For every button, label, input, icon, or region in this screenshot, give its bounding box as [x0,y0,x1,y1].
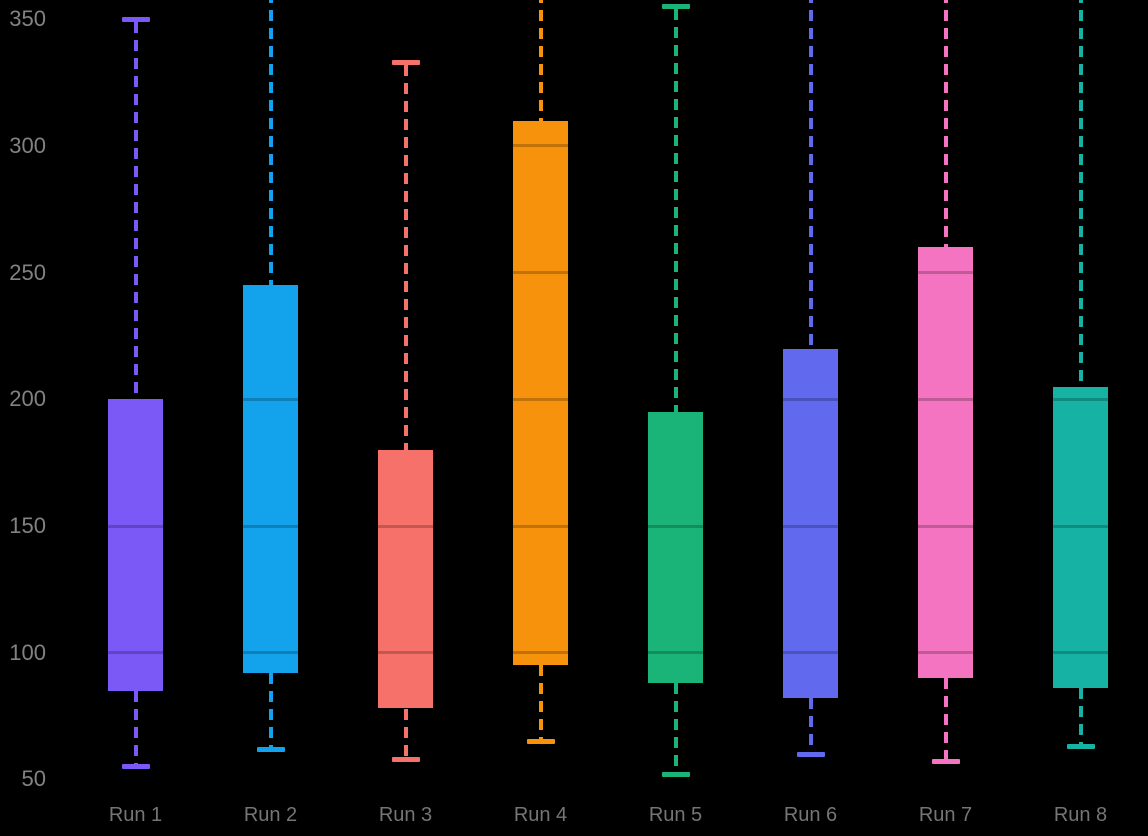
gridline-stripe-150 [648,524,703,528]
gridline-stripe-100 [108,651,163,655]
whisker-cap-top [121,16,150,22]
whisker-stem-top [268,0,273,286]
x-axis-label-run-7: Run 7 [918,804,973,826]
gridline-stripe-250 [513,271,568,275]
whisker-stem-bottom [268,673,273,747]
whisker-cap-bottom [121,764,150,770]
gridline-stripe-250 [918,271,973,275]
box-body[interactable] [513,120,568,666]
x-axis-label-run-6: Run 6 [783,804,838,826]
whisker-stem-top [403,64,408,451]
box-body[interactable] [378,450,433,709]
whisker-stem-bottom [538,665,543,739]
box-body[interactable] [108,399,163,691]
gridline-stripe-150 [513,524,568,528]
gridline-stripe-200 [243,397,298,401]
box-body[interactable] [918,247,973,679]
whisker-stem-bottom [1078,688,1083,745]
whisker-cap-bottom [1066,744,1095,750]
gridline-stripe-200 [513,397,568,401]
whisker-stem-top [133,21,138,400]
box-body[interactable] [243,285,298,674]
whisker-cap-bottom [526,738,555,744]
whisker-stem-bottom [808,698,813,752]
gridline-stripe-100 [648,651,703,655]
gridline-stripe-100 [783,651,838,655]
gridline-stripe-100 [918,651,973,655]
gridline-stripe-100 [1053,651,1108,655]
gridline-stripe-150 [783,524,838,528]
whisker-cap-bottom [931,759,960,765]
whisker-cap-bottom [391,756,420,762]
gridline-stripe-150 [378,524,433,528]
whisker-cap-bottom [796,751,825,757]
x-axis-label-run-2: Run 2 [243,804,298,826]
whisker-cap-bottom [256,746,285,752]
gridline-stripe-200 [783,397,838,401]
y-axis-tick-100: 100 [9,639,46,665]
gridline-stripe-100 [243,651,298,655]
whisker-stem-top [673,9,678,413]
gridline-stripe-150 [108,524,163,528]
box-body[interactable] [783,348,838,699]
y-axis-tick-200: 200 [9,386,46,412]
gridline-stripe-200 [918,397,973,401]
whisker-cap-top [391,59,420,65]
gridline-stripe-150 [918,524,973,528]
x-axis-label-run-4: Run 4 [513,804,568,826]
whisker-stem-top [1078,0,1083,387]
whisker-stem-top [808,0,813,349]
whisker-stem-bottom [943,678,948,760]
y-axis-tick-300: 300 [9,132,46,158]
gridline-stripe-150 [243,524,298,528]
x-axis-label-run-8: Run 8 [1053,804,1108,826]
x-axis-label-run-5: Run 5 [648,804,703,826]
whisker-stem-top [538,0,543,121]
gridline-stripe-300 [513,144,568,148]
gridline-stripe-200 [1053,397,1108,401]
y-axis-tick-150: 150 [9,513,46,539]
box-body[interactable] [648,412,703,684]
y-axis-tick-250: 250 [9,259,46,285]
whisker-stem-bottom [133,690,138,765]
whisker-stem-bottom [403,708,408,757]
gridline-stripe-150 [1053,524,1108,528]
whisker-stem-bottom [673,683,678,772]
gridline-stripe-100 [378,651,433,655]
whisker-cap-bottom [661,771,690,777]
gridline-stripe-100 [513,651,568,655]
y-axis-tick-50: 50 [21,766,46,792]
x-axis-label-run-1: Run 1 [108,804,163,826]
y-axis-tick-350: 350 [9,6,46,32]
x-axis-label-run-3: Run 3 [378,804,433,826]
whisker-stem-top [943,0,948,248]
box-body[interactable] [1053,386,1108,689]
whisker-cap-top [661,4,690,10]
